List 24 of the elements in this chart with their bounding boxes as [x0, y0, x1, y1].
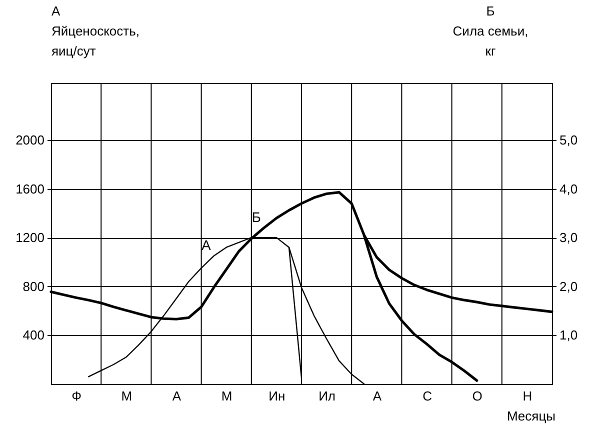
y-tick-label: 2000 [16, 132, 44, 148]
series-label: Б [252, 208, 261, 225]
y-tick-label: 1600 [16, 181, 44, 196]
y-tick-label: 800 [22, 278, 44, 294]
y2-tick-label: 5,0 [560, 132, 578, 148]
y2-axis-title: Б Сила семьи, кг [452, 4, 528, 58]
x-tick-label: О [472, 388, 482, 404]
y-tick-label: 400 [22, 328, 44, 343]
x-tick-label: М [221, 388, 232, 404]
x-tick-label: А [172, 388, 182, 404]
x-tick-label: Н [522, 388, 532, 404]
x-axis-title: Месяцы [506, 408, 556, 424]
x-tick-label: М [121, 388, 132, 404]
y-axis-title: А Яйценоскость, яиц/сут [52, 4, 140, 58]
x-tick-label: Ин [268, 388, 286, 404]
x-tick-label: Ф [72, 388, 82, 404]
x-tick-label: С [422, 388, 432, 404]
y2-tick-label: 4,0 [560, 181, 578, 196]
y2-tick-label: 2,0 [560, 278, 578, 294]
y2-tick-label: 1,0 [560, 328, 578, 343]
y2-tick-label: 3,0 [560, 230, 578, 246]
x-tick-label: А [372, 388, 382, 404]
x-tick-label: Ил [318, 388, 336, 404]
y-tick-label: 1200 [16, 230, 44, 246]
